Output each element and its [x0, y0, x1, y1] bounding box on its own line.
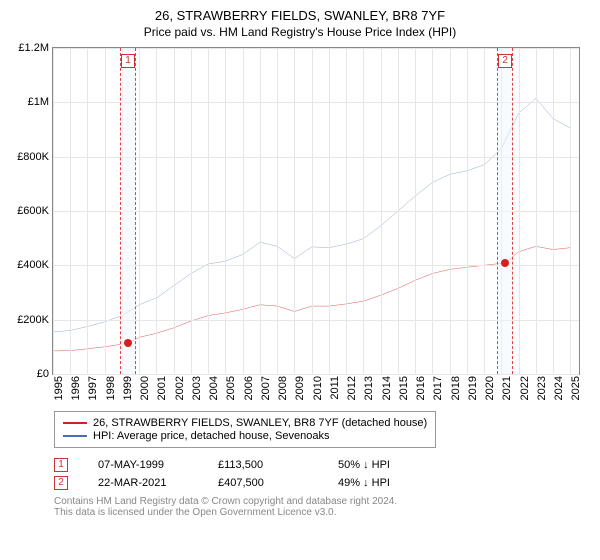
tx-badge: 1 [54, 458, 68, 472]
gridline-v [553, 48, 554, 374]
gridline-v [174, 48, 175, 374]
tx-price: £113,500 [218, 459, 308, 471]
x-tick-label: 2006 [243, 376, 255, 400]
x-tick-label: 1998 [105, 376, 117, 400]
x-tick-label: 2020 [484, 376, 496, 400]
x-tick-label: 2009 [294, 376, 306, 400]
sale-point [124, 339, 132, 347]
y-tick-label: £1.2M [18, 42, 49, 54]
x-tick-label: 2005 [225, 376, 237, 400]
chart-area: £0£200K£400K£600K£800K£1M£1.2M1995199619… [52, 47, 580, 405]
footer-line: Contains HM Land Registry data © Crown c… [54, 496, 588, 507]
y-tick-label: £400K [17, 259, 49, 271]
x-tick-label: 2021 [501, 376, 513, 400]
plot-region: £0£200K£400K£600K£800K£1M£1.2M1995199619… [52, 47, 580, 375]
gridline-h [53, 374, 579, 375]
tx-badge: 2 [54, 476, 68, 490]
x-tick-label: 2022 [519, 376, 531, 400]
gridline-v [70, 48, 71, 374]
gridline-v [432, 48, 433, 374]
x-tick-label: 2010 [312, 376, 324, 400]
gridline-v [381, 48, 382, 374]
gridline-v [156, 48, 157, 374]
legend-label: 26, STRAWBERRY FIELDS, SWANLEY, BR8 7YF … [93, 417, 427, 429]
tx-date: 07-MAY-1999 [98, 459, 188, 471]
gridline-v [329, 48, 330, 374]
sale-marker-badge: 2 [498, 54, 512, 68]
x-tick-label: 2001 [156, 376, 168, 400]
footer: Contains HM Land Registry data © Crown c… [54, 496, 588, 518]
sale-marker-band: 1 [120, 48, 136, 374]
chart-title: 26, STRAWBERRY FIELDS, SWANLEY, BR8 7YF [12, 8, 588, 23]
gridline-v [450, 48, 451, 374]
tx-date: 22-MAR-2021 [98, 477, 188, 489]
x-tick-label: 2023 [536, 376, 548, 400]
x-tick-label: 2014 [381, 376, 393, 400]
gridline-v [243, 48, 244, 374]
gridline-v [139, 48, 140, 374]
gridline-v [87, 48, 88, 374]
gridline-v [467, 48, 468, 374]
sale-point [501, 259, 509, 267]
chart-subtitle: Price paid vs. HM Land Registry's House … [12, 25, 588, 39]
gridline-v [570, 48, 571, 374]
gridline-v [519, 48, 520, 374]
transaction-row: 1 07-MAY-1999 £113,500 50% ↓ HPI [54, 458, 588, 472]
y-tick-label: £600K [17, 205, 49, 217]
x-tick-label: 1999 [122, 376, 134, 400]
x-tick-label: 2000 [139, 376, 151, 400]
footer-line: This data is licensed under the Open Gov… [54, 507, 588, 518]
sale-marker-band: 2 [497, 48, 513, 374]
transactions-table: 1 07-MAY-1999 £113,500 50% ↓ HPI 2 22-MAR-202… [54, 458, 588, 490]
x-tick-label: 1997 [87, 376, 99, 400]
y-tick-label: £1M [28, 96, 49, 108]
gridline-v [346, 48, 347, 374]
x-tick-label: 2008 [277, 376, 289, 400]
legend-swatch [63, 422, 87, 424]
tx-price: £407,500 [218, 477, 308, 489]
legend-swatch [63, 435, 87, 437]
tx-pct: 49% ↓ HPI [338, 477, 428, 489]
x-tick-label: 2018 [450, 376, 462, 400]
gridline-v [53, 48, 54, 374]
gridline-v [415, 48, 416, 374]
legend-item-hpi: HPI: Average price, detached house, Seve… [63, 430, 427, 442]
x-tick-label: 2015 [398, 376, 410, 400]
gridline-v [277, 48, 278, 374]
x-tick-label: 2013 [363, 376, 375, 400]
x-tick-label: 2012 [346, 376, 358, 400]
legend: 26, STRAWBERRY FIELDS, SWANLEY, BR8 7YF … [54, 411, 436, 448]
x-tick-label: 2017 [432, 376, 444, 400]
x-tick-label: 2011 [329, 376, 341, 400]
gridline-v [225, 48, 226, 374]
tx-pct: 50% ↓ HPI [338, 459, 428, 471]
gridline-v [191, 48, 192, 374]
legend-item-price-paid: 26, STRAWBERRY FIELDS, SWANLEY, BR8 7YF … [63, 417, 427, 429]
transaction-row: 2 22-MAR-2021 £407,500 49% ↓ HPI [54, 476, 588, 490]
gridline-v [312, 48, 313, 374]
x-tick-label: 1995 [53, 376, 65, 400]
y-tick-label: £800K [17, 151, 49, 163]
x-tick-label: 1996 [70, 376, 82, 400]
x-tick-label: 2007 [260, 376, 272, 400]
gridline-v [294, 48, 295, 374]
gridline-v [363, 48, 364, 374]
x-tick-label: 2024 [553, 376, 565, 400]
x-tick-label: 2002 [174, 376, 186, 400]
gridline-v [398, 48, 399, 374]
x-tick-label: 2003 [191, 376, 203, 400]
y-tick-label: £200K [17, 314, 49, 326]
gridline-v [208, 48, 209, 374]
sale-marker-badge: 1 [121, 54, 135, 68]
gridline-v [105, 48, 106, 374]
gridline-v [484, 48, 485, 374]
gridline-v [536, 48, 537, 374]
y-tick-label: £0 [37, 368, 49, 380]
x-tick-label: 2019 [467, 376, 479, 400]
gridline-v [260, 48, 261, 374]
x-tick-label: 2025 [570, 376, 582, 400]
x-tick-label: 2004 [208, 376, 220, 400]
x-tick-label: 2016 [415, 376, 427, 400]
legend-label: HPI: Average price, detached house, Seve… [93, 430, 329, 442]
